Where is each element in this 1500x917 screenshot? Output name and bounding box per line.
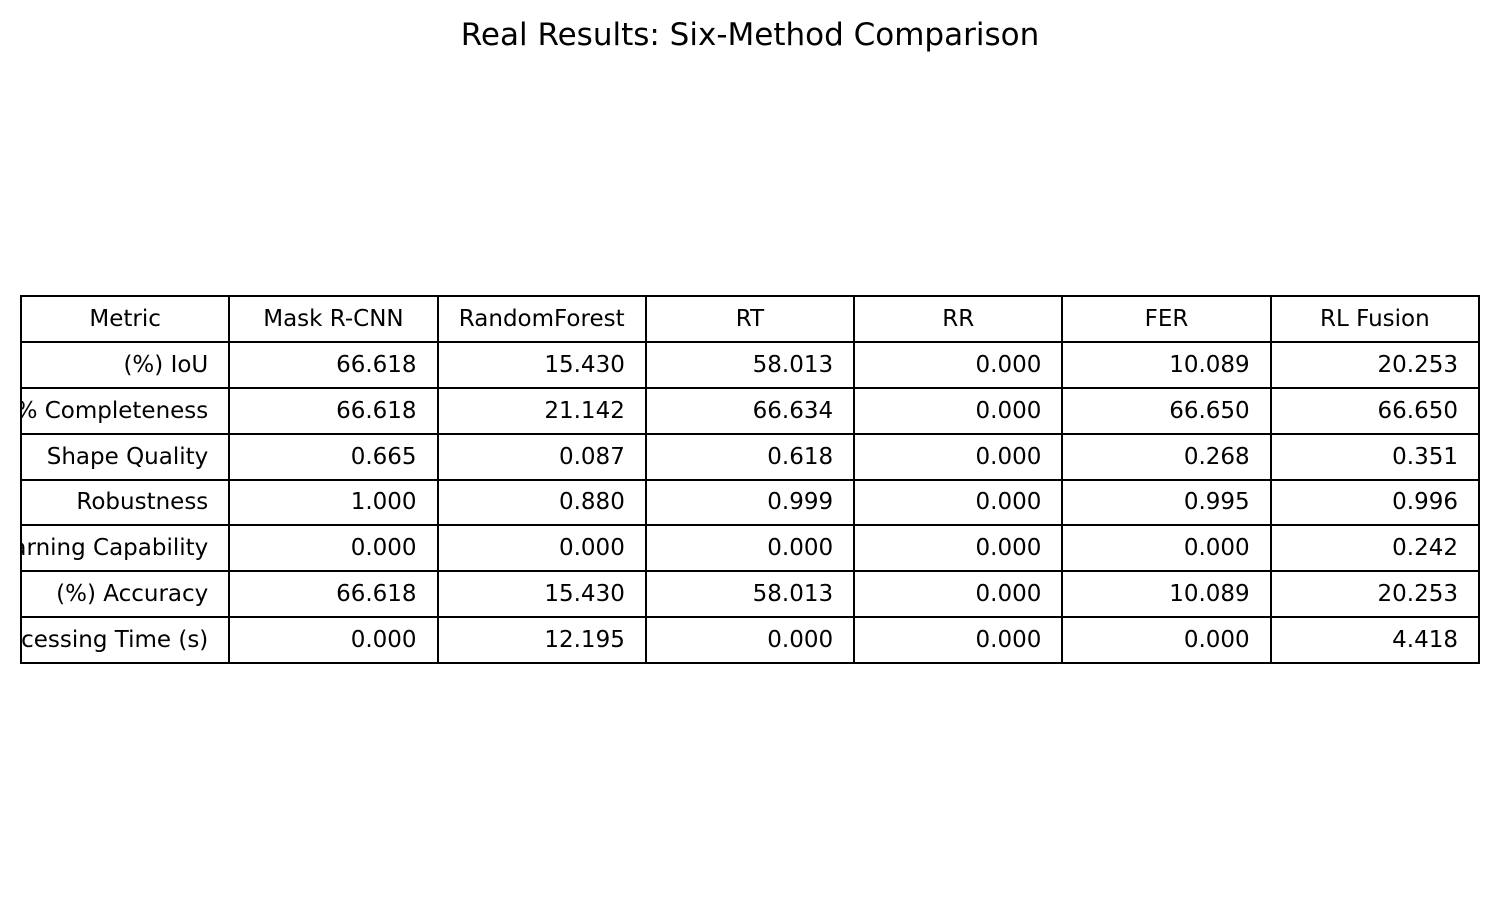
table-cell: 66.618 [228,386,439,435]
table-cell: 4.418 [1269,616,1481,664]
table-cell: 0.000 [853,616,1064,664]
chart-title: Real Results: Six-Method Comparison [460,17,1040,53]
table-cell: 10.089 [1061,570,1272,619]
column-header: RL Fusion [1269,295,1481,343]
table-cell: 1.000 [228,478,439,527]
table-cell: 0.000 [853,340,1064,389]
table-cell: 12.195 [436,616,647,664]
table-row: Shape Quality 0.665 0.087 0.618 0.000 0.… [19,432,1481,481]
table-cell: 0.618 [644,432,856,481]
table-row: arning Capability 0.000 0.000 0.000 0.00… [19,524,1481,573]
table-cell: 66.618 [228,340,439,389]
row-label: IoU (%) [19,340,231,389]
table-cell: 0.000 [853,386,1064,435]
table-cell: 0.000 [853,570,1064,619]
table-cell: 58.013 [644,570,856,619]
row-label: Shape Quality [19,432,231,481]
table-row: ocessing Time (s) 0.000 12.195 0.000 0.0… [19,616,1481,664]
table-cell: 66.650 [1061,386,1272,435]
column-header: FER [1061,295,1272,343]
row-label: Robustness [19,478,231,527]
table-row: Accuracy (%) 66.618 15.430 58.013 0.000 … [19,570,1481,619]
table-cell: 20.253 [1269,570,1481,619]
table-row: Robustness 1.000 0.880 0.999 0.000 0.995… [19,478,1481,527]
column-header: Metric [19,295,231,343]
table-header-row: Metric Mask R-CNN RandomForest RT RR FER… [19,295,1481,343]
table-cell: 0.996 [1269,478,1481,527]
table-cell: 66.650 [1269,386,1481,435]
table-cell: 0.087 [436,432,647,481]
column-header: RR [853,295,1064,343]
table-cell: 0.000 [436,524,647,573]
table-cell: 0.880 [436,478,647,527]
table-cell: 0.351 [1269,432,1481,481]
table-cell: 0.000 [228,616,439,664]
column-header: Mask R-CNN [228,295,439,343]
table-cell: 0.000 [1061,616,1272,664]
table-cell: 0.000 [853,524,1064,573]
row-label: Completeness %) [19,386,231,435]
table-cell: 0.268 [1061,432,1272,481]
table-cell: 66.634 [644,386,856,435]
table-cell: 0.995 [1061,478,1272,527]
table-cell: 0.000 [228,524,439,573]
table-cell: 58.013 [644,340,856,389]
table-row: Completeness %) 66.618 21.142 66.634 0.0… [19,386,1481,435]
column-header: RandomForest [436,295,647,343]
table-cell: 0.242 [1269,524,1481,573]
row-label: Accuracy (%) [19,570,231,619]
table-cell: 0.000 [644,524,856,573]
table-cell: 10.089 [1061,340,1272,389]
table-cell: 0.000 [853,432,1064,481]
table-cell: 21.142 [436,386,647,435]
row-label: ocessing Time (s) [19,616,231,664]
table-cell: 0.665 [228,432,439,481]
table-cell: 66.618 [228,570,439,619]
table-cell: 0.000 [644,616,856,664]
column-header: RT [644,295,856,343]
results-table: Metric Mask R-CNN RandomForest RT RR FER… [19,295,1481,664]
table-cell: 0.999 [644,478,856,527]
table-cell: 20.253 [1269,340,1481,389]
table-cell: 0.000 [853,478,1064,527]
table-cell: 15.430 [436,570,647,619]
row-label: arning Capability [19,524,231,573]
table-row: IoU (%) 66.618 15.430 58.013 0.000 10.08… [19,340,1481,389]
table-cell: 0.000 [1061,524,1272,573]
table-cell: 15.430 [436,340,647,389]
